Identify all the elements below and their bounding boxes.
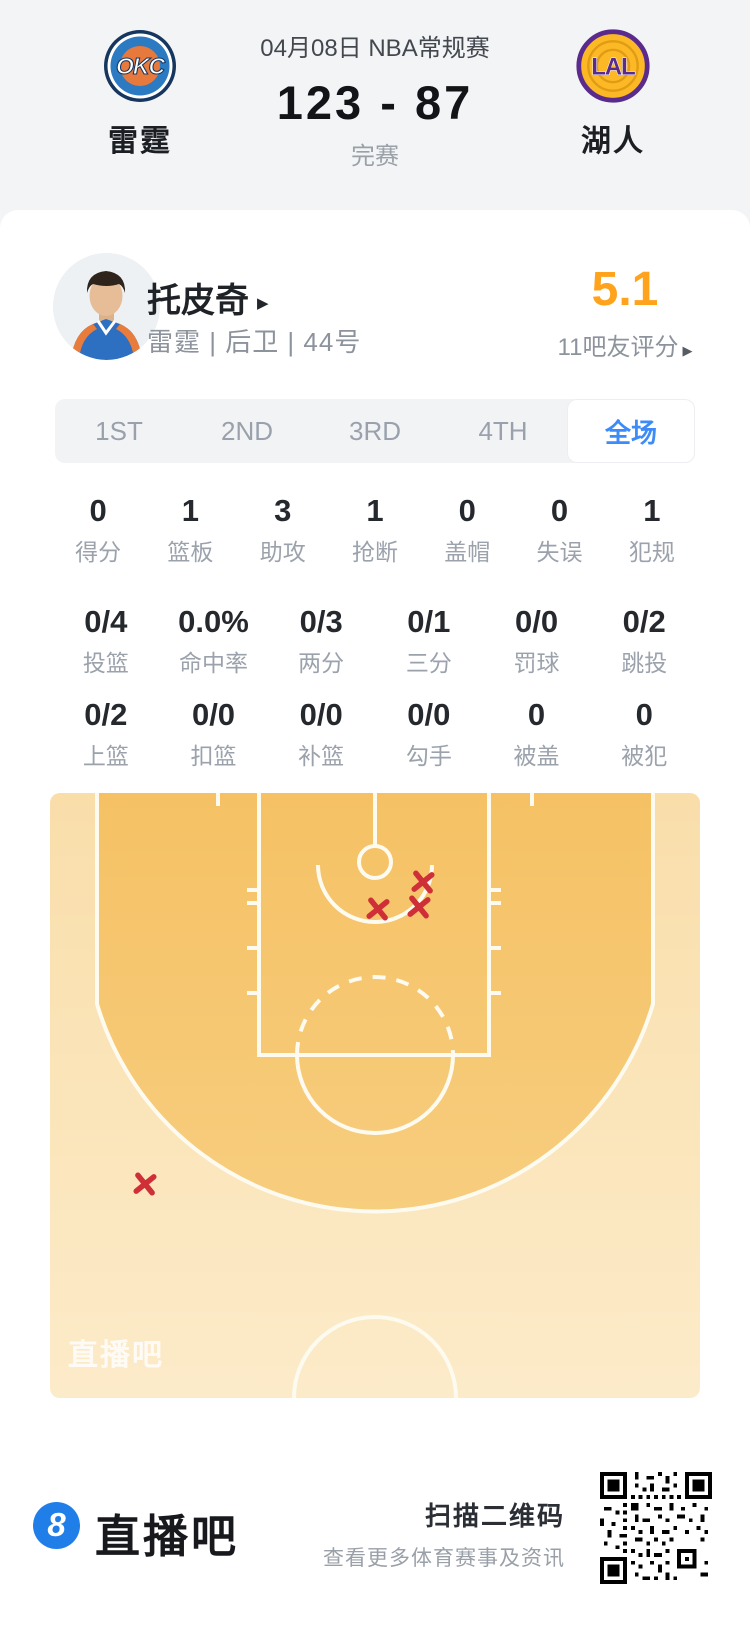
missed-shot-marker (407, 895, 431, 919)
lal-team-logo: LAL (576, 29, 650, 103)
stat-row-basic: 0 得分 1 篮板 3 助攻 1 抢断 0 盖帽 0 失误 1 犯规 (52, 494, 698, 567)
player-photo (53, 253, 160, 360)
game-summary: 04月08日 NBA常规赛 123 - 87 完赛 (185, 36, 565, 170)
player-switch-caret-icon: ▶ (257, 295, 269, 312)
stat-3pt: 0/1 三分 (405, 604, 452, 676)
player-meta: 雷霆 | 后卫 | 44号 (147, 327, 362, 357)
stat-fg: 0/4 投篮 (82, 604, 129, 676)
stat-layup: 0/2 上篮 (82, 697, 129, 769)
tab-3rd[interactable]: 3RD (348, 415, 401, 446)
rating-caption: 11吧友评分 ▶ (557, 334, 693, 361)
footer-brand-name: 直播吧 (95, 1511, 240, 1562)
qr-title: 扫描二维码 (424, 1501, 565, 1531)
rating-value: 5.1 (591, 263, 659, 316)
okc-team-logo: OKC (104, 30, 176, 102)
svg-text:LAL: LAL (591, 54, 635, 81)
shot-chart-court: 直播吧 (50, 793, 700, 1398)
stat-turnovers: 0 失误 (536, 493, 583, 565)
zhibo8-logo-icon[interactable]: 8 (33, 1502, 80, 1549)
team-away[interactable]: LAL 湖人 (558, 28, 668, 160)
missed-shot-marker (366, 897, 390, 921)
stat-2pt: 0/3 两分 (298, 604, 345, 676)
svg-text:OKC: OKC (116, 53, 166, 79)
tab-4th[interactable]: 4TH (478, 415, 528, 446)
tab-1st[interactable]: 1ST (95, 415, 143, 446)
stat-points: 0 得分 (75, 493, 122, 565)
stat-assists: 3 助攻 (259, 493, 306, 565)
qr-code-graphic (600, 1472, 712, 1584)
missed-shots-layer (133, 870, 435, 1196)
player-stats-card: 托皮奇 ▶ 雷霆 | 后卫 | 44号 5.1 11吧友评分 ▶ 1ST 2ND 3… (0, 210, 750, 1629)
missed-shot-marker (411, 870, 435, 894)
stat-fg-pct: 0.0% 命中率 (178, 604, 249, 676)
logo-eight-glyph: 8 (47, 1505, 66, 1543)
stat-rebounds: 1 篮板 (167, 493, 214, 565)
court-watermark: 直播吧 (68, 1339, 164, 1372)
stat-jumpshot: 0/2 跳投 (621, 604, 668, 676)
stat-fouls: 1 犯规 (628, 493, 675, 565)
player-rating-block[interactable]: 5.1 11吧友评分 ▶ (540, 265, 710, 362)
stat-blocked: 0 被盖 (513, 697, 560, 769)
qr-code (600, 1472, 712, 1584)
stat-ft: 0/0 罚球 (513, 604, 560, 676)
missed-shot-marker (133, 1172, 157, 1196)
game-status: 完赛 (351, 143, 399, 170)
game-date: 04月08日 NBA常规赛 (260, 35, 490, 62)
stat-putback: 0/0 补篮 (298, 697, 345, 769)
stat-hook: 0/0 勾手 (405, 697, 452, 769)
stat-row-shooting: 0/4 投篮 0.0% 命中率 0/3 两分 0/1 三分 0/0 罚球 0/2 跳投 (52, 605, 698, 678)
player-avatar[interactable] (53, 253, 160, 360)
stat-blocks: 0 盖帽 (444, 493, 491, 565)
team-home-name: 雷霆 (108, 125, 172, 158)
rating-more-caret-icon: ▶ (682, 343, 693, 358)
qr-subtitle: 查看更多体育赛事及资讯 (323, 1547, 565, 1570)
tab-full-game[interactable]: 全场 (567, 399, 695, 463)
team-home[interactable]: OKC 雷霆 (85, 28, 195, 160)
stat-row-shot-types: 0/2 上篮 0/0 扣篮 0/0 补篮 0/0 勾手 0 被盖 0 被犯 (52, 698, 698, 771)
stat-dunk: 0/0 扣篮 (190, 697, 237, 769)
stat-fouled: 0 被犯 (621, 697, 668, 769)
player-name: 托皮奇 (147, 282, 249, 320)
team-away-name: 湖人 (581, 125, 645, 158)
tab-2nd[interactable]: 2ND (220, 415, 273, 446)
basketball-court-graphic: 直播吧 (50, 793, 700, 1398)
game-score: 123 - 87 (276, 76, 474, 129)
stat-steals: 1 抢断 (351, 493, 398, 565)
player-name-row[interactable]: 托皮奇 ▶ (147, 273, 269, 322)
qr-caption-block: 扫描二维码 查看更多体育赛事及资讯 (323, 1496, 565, 1572)
quarter-tab-bar: 1ST 2ND 3RD 4TH 全场 (55, 399, 695, 463)
